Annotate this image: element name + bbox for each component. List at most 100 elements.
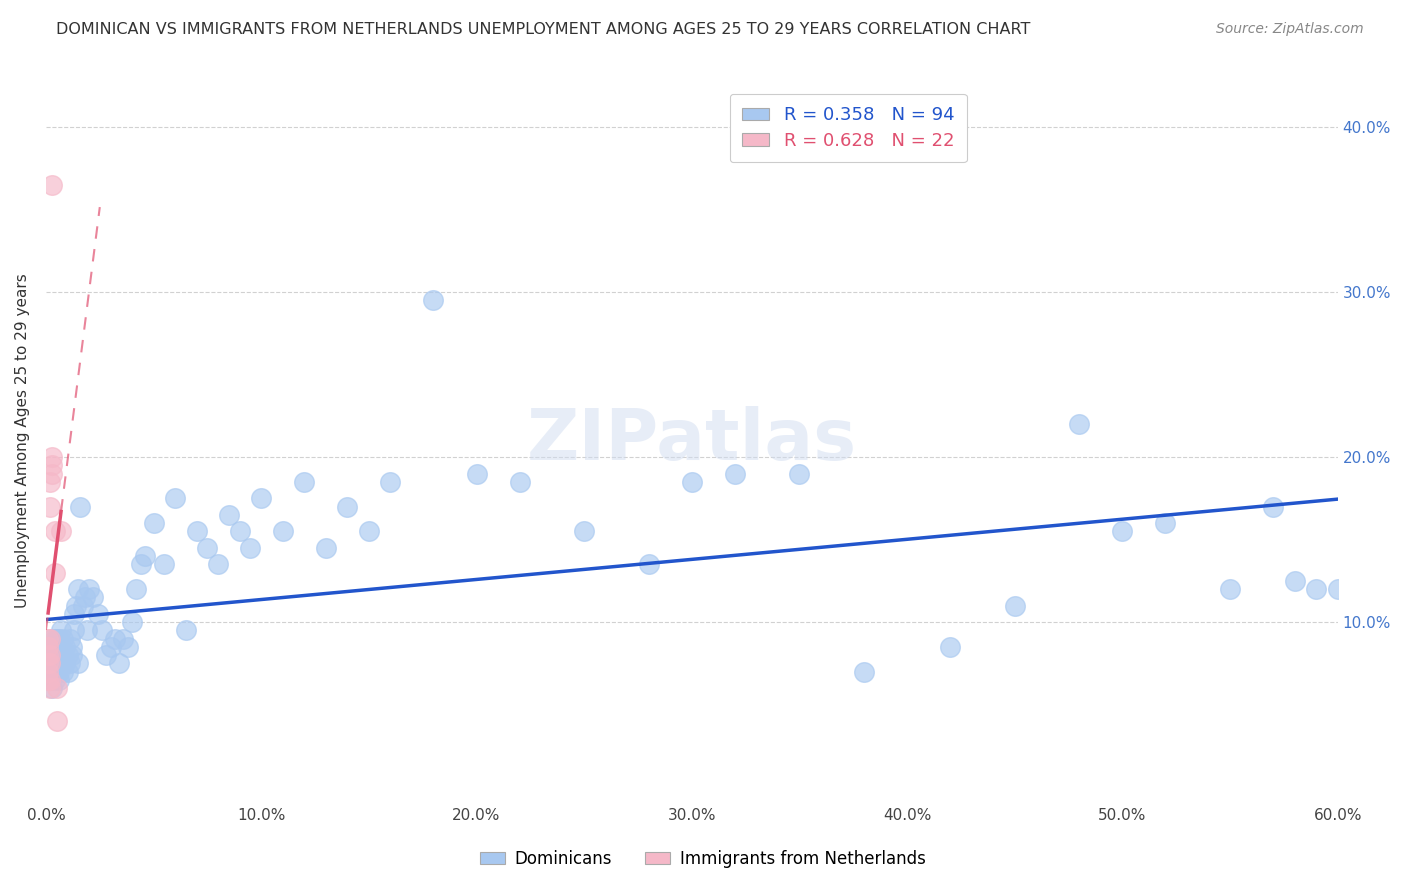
Point	[86, 607, 108, 621]
Point	[37, 657, 59, 671]
Point	[72, 599, 94, 613]
Point	[41, 632, 63, 646]
Point	[39, 673, 62, 687]
Point	[45, 632, 67, 646]
Point	[121, 615, 143, 629]
Text: Source: ZipAtlas.com: Source: ZipAtlas.com	[1216, 22, 1364, 37]
Point	[67, 582, 90, 596]
Point	[165, 491, 187, 506]
Legend: R = 0.358   N = 94, R = 0.628   N = 22: R = 0.358 N = 94, R = 0.628 N = 22	[730, 94, 967, 162]
Point	[104, 632, 127, 646]
Point	[44, 648, 66, 662]
Point	[73, 591, 96, 605]
Point	[91, 624, 114, 638]
Point	[37, 648, 59, 662]
Point	[142, 516, 165, 530]
Point	[315, 541, 337, 555]
Point	[100, 640, 122, 654]
Point	[59, 657, 82, 671]
Point	[39, 475, 62, 489]
Point	[939, 640, 962, 654]
Point	[218, 508, 240, 522]
Point	[49, 640, 72, 654]
Point	[207, 558, 229, 572]
Point	[39, 500, 62, 514]
Point	[45, 665, 67, 679]
Point	[82, 591, 104, 605]
Point	[129, 558, 152, 572]
Point	[271, 524, 294, 539]
Point	[37, 648, 59, 662]
Point	[250, 491, 273, 506]
Point	[63, 607, 86, 621]
Point	[41, 467, 63, 481]
Point	[65, 599, 87, 613]
Point	[39, 657, 62, 671]
Point	[112, 632, 135, 646]
Point	[63, 624, 86, 638]
Point	[53, 640, 76, 654]
Point	[52, 665, 75, 679]
Point	[44, 524, 66, 539]
Point	[60, 640, 83, 654]
Point	[49, 657, 72, 671]
Point	[125, 582, 148, 596]
Point	[49, 524, 72, 539]
Point	[228, 524, 250, 539]
Point	[174, 624, 197, 638]
Point	[380, 475, 402, 489]
Point	[509, 475, 531, 489]
Point	[39, 632, 62, 646]
Point	[853, 665, 876, 679]
Point	[465, 467, 488, 481]
Point	[39, 681, 62, 695]
Point	[48, 673, 70, 687]
Point	[1111, 524, 1133, 539]
Point	[637, 558, 659, 572]
Point	[37, 673, 59, 687]
Point	[1219, 582, 1241, 596]
Point	[45, 714, 67, 728]
Point	[1004, 599, 1026, 613]
Point	[41, 657, 63, 671]
Point	[44, 673, 66, 687]
Point	[45, 681, 67, 695]
Point	[292, 475, 315, 489]
Point	[357, 524, 380, 539]
Point	[1261, 500, 1284, 514]
Y-axis label: Unemployment Among Ages 25 to 29 years: Unemployment Among Ages 25 to 29 years	[15, 273, 30, 608]
Legend: Dominicans, Immigrants from Netherlands: Dominicans, Immigrants from Netherlands	[472, 844, 934, 875]
Point	[681, 475, 703, 489]
Point	[108, 657, 131, 671]
Point	[41, 450, 63, 464]
Text: ZIPatlas: ZIPatlas	[527, 406, 856, 475]
Point	[56, 648, 79, 662]
Point	[153, 558, 176, 572]
Point	[117, 640, 139, 654]
Point	[239, 541, 262, 555]
Point	[41, 665, 63, 679]
Point	[41, 681, 63, 695]
Point	[1284, 574, 1306, 588]
Point	[52, 632, 75, 646]
Point	[39, 640, 62, 654]
Point	[59, 632, 82, 646]
Point	[37, 632, 59, 646]
Point	[1154, 516, 1177, 530]
Point	[60, 648, 83, 662]
Point	[1069, 417, 1091, 431]
Point	[37, 657, 59, 671]
Point	[44, 657, 66, 671]
Point	[49, 624, 72, 638]
Point	[69, 500, 91, 514]
Point	[37, 665, 59, 679]
Point	[789, 467, 811, 481]
Point	[1305, 582, 1327, 596]
Point	[48, 648, 70, 662]
Point	[186, 524, 208, 539]
Point	[56, 665, 79, 679]
Point	[336, 500, 359, 514]
Point	[197, 541, 219, 555]
Point	[41, 458, 63, 473]
Point	[572, 524, 595, 539]
